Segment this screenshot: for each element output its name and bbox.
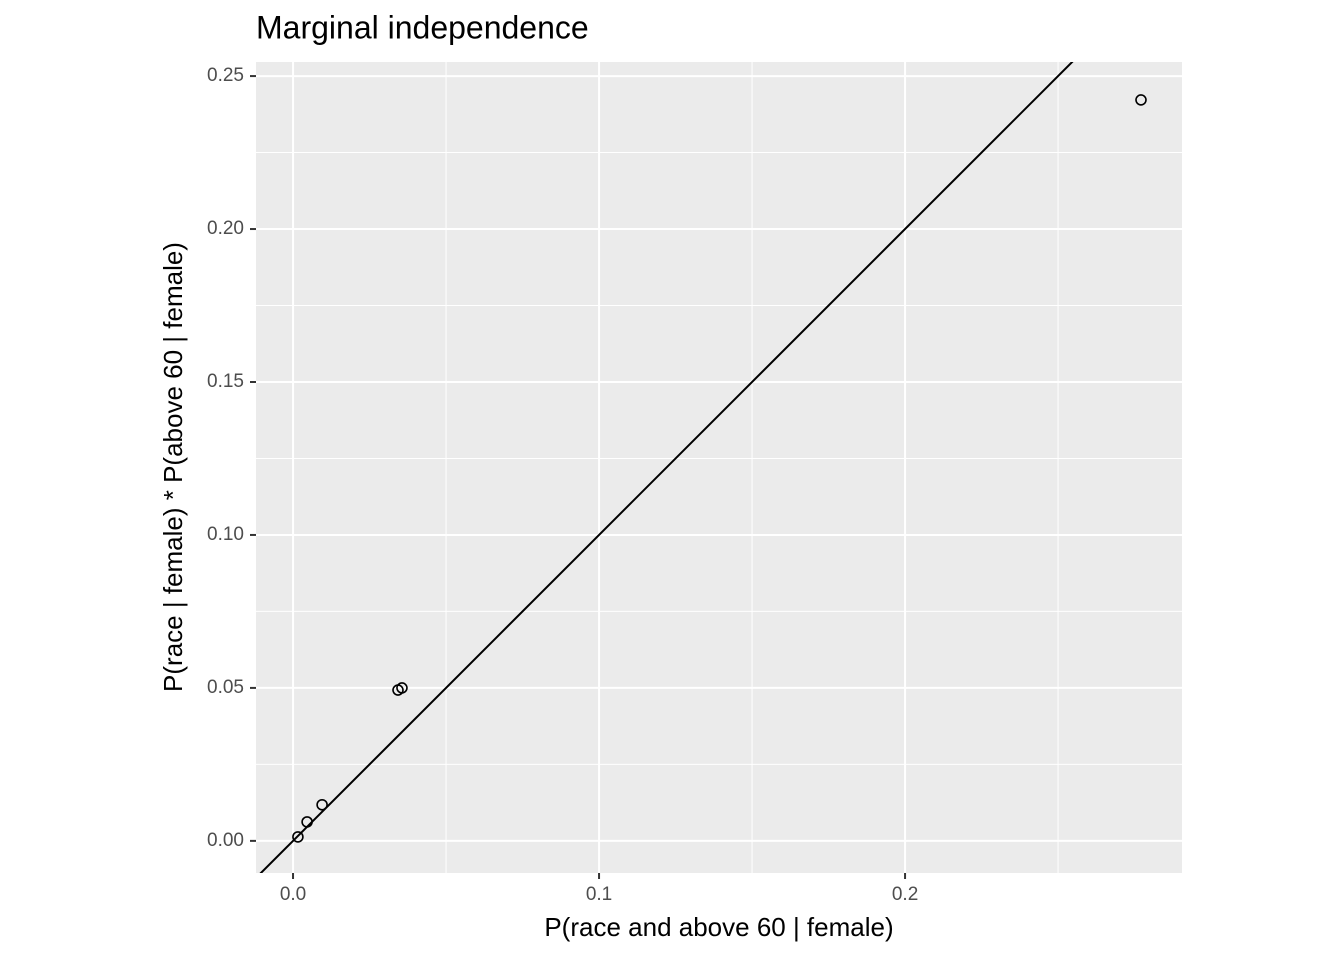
reference-line (259, 62, 1074, 873)
x-axis-title: P(race and above 60 | female) (544, 912, 893, 942)
x-tick-label: 0.1 (586, 884, 612, 905)
chart-title: Marginal independence (256, 9, 589, 45)
x-tick-label: 0.0 (280, 884, 306, 905)
y-tick-label: 0.05 (207, 677, 244, 698)
point (316, 798, 328, 811)
y-tick-label: 0.00 (207, 830, 244, 851)
y-tick-label: 0.10 (207, 524, 244, 545)
panel (256, 62, 1182, 873)
y-tick-label: 0.25 (207, 65, 244, 86)
x-tick-label: 0.2 (892, 884, 918, 905)
y-axis-title: P(race | female) * P(above 60 | female) (158, 242, 188, 692)
point (392, 684, 404, 696)
point (292, 831, 304, 843)
y-tick-label: 0.20 (207, 218, 244, 239)
point (1135, 94, 1147, 106)
y-tick-label: 0.15 (207, 371, 244, 392)
point (301, 816, 313, 828)
